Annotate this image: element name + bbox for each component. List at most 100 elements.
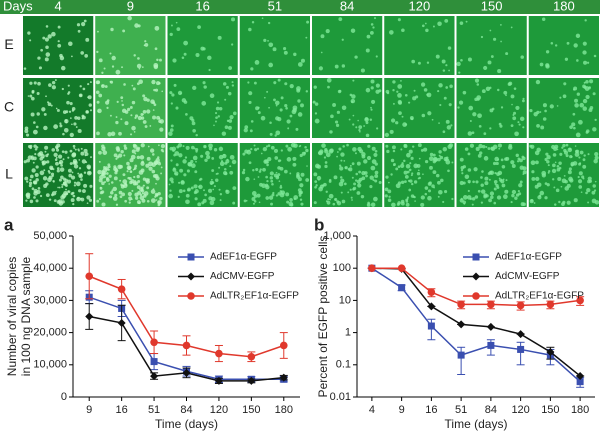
cell [160,144,166,149]
cell [85,37,90,42]
cell [376,127,379,130]
cell [273,173,278,178]
cell [498,147,501,150]
cell [128,196,132,201]
cell [204,158,208,163]
cell [423,147,428,152]
cell [373,152,378,157]
cell [573,126,576,130]
cell [142,109,147,114]
cell [59,167,65,172]
cell [65,188,67,191]
cell [576,92,580,96]
cell [199,177,203,181]
cell [517,157,521,161]
cell [510,94,515,99]
cell [154,25,160,31]
cell [137,179,141,183]
cell [140,168,145,173]
cell [546,160,550,164]
cell [146,186,150,190]
marker [247,352,256,361]
cell [114,193,118,197]
cell [30,155,34,159]
cell [190,186,194,190]
cell [122,173,126,177]
cell [70,175,76,180]
cell [582,164,587,169]
cell [123,144,127,148]
cell [35,125,39,129]
cell [392,89,395,92]
y-axis-label-line: Percent of EGFP positive cells [316,236,330,398]
cell [268,42,274,48]
cell [472,112,477,117]
cell [191,118,195,122]
cell [138,67,141,70]
cell [586,61,590,64]
cell [78,93,83,98]
cell [115,157,118,160]
cell [208,196,213,201]
cell [329,148,334,153]
cell [361,176,366,181]
cell [591,190,596,195]
cell [123,146,128,150]
marker [427,322,435,330]
cell [354,55,358,59]
cell [28,181,33,185]
cell [80,51,84,55]
cell [169,91,173,95]
cell [158,161,161,164]
cell [215,116,218,120]
days-header: Days [3,0,33,13]
cell [265,145,269,148]
cell [305,36,308,39]
cell [367,144,371,148]
cell [459,198,464,203]
cell [149,125,152,127]
cell [39,156,44,161]
cell [473,167,478,172]
cell [116,147,121,152]
cell [231,81,234,84]
cell [266,90,269,93]
cell [160,172,163,175]
cell [280,149,283,152]
cell [531,176,536,181]
cell [352,147,357,152]
cell [273,98,276,102]
cell [420,195,425,200]
micrograph [384,78,455,138]
micrograph [312,143,383,207]
cell [593,159,598,164]
cell [52,180,55,183]
cell [316,175,322,181]
cell [544,196,548,200]
legend-label: AdEF1α-EGFP [495,252,562,263]
legend-marker [472,292,480,300]
cell [29,39,32,42]
cell [420,82,426,87]
cell [420,148,424,152]
cell [134,114,139,118]
cell [80,173,83,176]
cell [159,58,162,62]
cell [141,192,145,195]
cell [480,176,483,179]
cell [396,202,400,206]
cell [411,182,414,186]
cell [437,21,442,27]
cell [107,132,112,137]
cell [172,149,175,152]
cell [175,163,179,167]
cell [79,174,82,178]
cell [55,107,58,110]
cell [552,178,555,181]
cell [574,145,577,147]
cell [120,96,124,100]
cell [374,174,379,179]
cell [224,125,229,129]
cell [366,155,372,161]
cell [359,130,361,133]
